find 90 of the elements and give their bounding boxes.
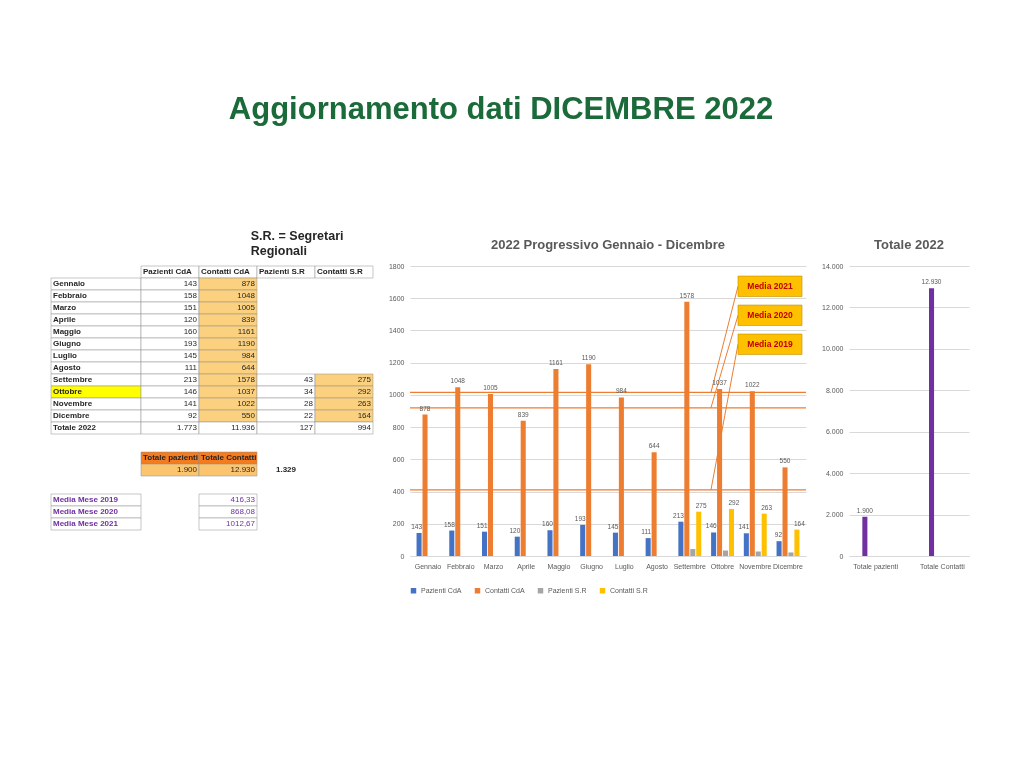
bar <box>678 521 684 556</box>
text: 1012,67 <box>226 519 255 528</box>
bar <box>776 541 782 556</box>
text: 213 <box>183 375 197 384</box>
text: 868,08 <box>230 507 255 516</box>
category-label: Febbraio <box>53 291 87 300</box>
chart-title: 2022 Progressivo Gennaio - Dicembre <box>490 237 726 252</box>
text: 1.773 <box>176 423 197 432</box>
text: 1161 <box>237 327 255 336</box>
category-label: Contatti CdA <box>201 267 251 276</box>
category-label: Aprile <box>53 315 76 324</box>
bar <box>690 549 696 556</box>
category-label: Totale 2022 <box>53 423 96 432</box>
text: 145 <box>183 351 197 360</box>
category-label: Maggio <box>53 327 81 336</box>
text: 158 <box>183 291 197 300</box>
text: S.R. = Segretari Regionali <box>250 229 344 259</box>
category-label: Gennaio <box>53 279 86 288</box>
text: 1005 <box>237 303 255 312</box>
text: 292 <box>357 387 371 396</box>
bar <box>794 529 800 556</box>
text: 160 <box>183 327 197 336</box>
category-label: Novembre <box>53 399 93 408</box>
bar <box>547 530 553 556</box>
category-label: Settembre <box>53 375 93 384</box>
bar <box>788 552 794 556</box>
text: 11.936 <box>231 423 255 432</box>
category-label: Totale Contatti <box>201 453 257 462</box>
text: 92 <box>188 411 197 420</box>
category-label: Media Mese 2019 <box>53 495 118 504</box>
text: 141 <box>183 399 197 408</box>
category-label: Media Mese 2020 <box>53 507 118 516</box>
text: 1.329 <box>275 465 297 474</box>
text: 1190 <box>237 339 255 348</box>
bar <box>761 513 767 556</box>
bar <box>612 532 618 556</box>
bar <box>416 532 422 556</box>
category-label: Dicembre <box>53 411 90 420</box>
text: 263 <box>357 399 371 408</box>
bar <box>645 538 651 556</box>
category-label: Ottobre <box>53 387 82 396</box>
text: Aggiornamento dati DICEMBRE 2022 <box>228 91 774 126</box>
text: 1037 <box>237 387 255 396</box>
ref-line-label: Media 2020 <box>747 310 793 321</box>
text: 164 <box>357 411 371 420</box>
text: 1022 <box>237 399 255 408</box>
chart-title: Totale 2022 <box>874 237 944 252</box>
category-label: Contatti S.R <box>317 267 363 276</box>
text: 550 <box>241 411 255 420</box>
text: 1048 <box>237 291 255 300</box>
text: 193 <box>183 339 197 348</box>
text: 1.900 <box>176 465 197 474</box>
text: 22 <box>304 411 313 420</box>
category-label: Pazienti CdA <box>143 267 193 276</box>
text: 1578 <box>237 375 255 384</box>
text: 416,33 <box>230 495 255 504</box>
bar <box>449 530 455 556</box>
text: 120 <box>183 315 197 324</box>
text: 143 <box>183 279 197 288</box>
text: 34 <box>304 387 313 396</box>
text: 146 <box>183 387 197 396</box>
text: 12.930 <box>230 465 255 474</box>
text: 111 <box>184 363 197 372</box>
text: 28 <box>304 399 313 408</box>
bar <box>580 524 586 556</box>
ref-line-label: Media 2019 <box>747 339 793 350</box>
bar <box>696 511 702 556</box>
bar <box>482 531 488 556</box>
text: 878 <box>241 279 255 288</box>
category-label: Agosto <box>53 363 81 372</box>
bar <box>514 536 520 556</box>
category-label: Pazienti S.R <box>259 267 306 276</box>
bar <box>755 551 761 556</box>
category-label: Marzo <box>53 303 77 312</box>
category-label: Giugno <box>53 339 81 348</box>
text: 151 <box>183 303 197 312</box>
text: 43 <box>304 375 313 384</box>
bar <box>711 532 717 556</box>
text: 984 <box>241 351 255 360</box>
text: 127 <box>299 423 313 432</box>
category-label: Totale pazienti <box>143 453 198 462</box>
text: 275 <box>357 375 371 384</box>
text: 994 <box>357 423 371 432</box>
category-label: Luglio <box>53 351 77 360</box>
text: 839 <box>241 315 255 324</box>
bar <box>728 508 734 556</box>
category-label: Media Mese 2021 <box>53 519 118 528</box>
ref-line-label: Media 2021 <box>747 281 793 292</box>
text: 644 <box>241 363 255 372</box>
bar <box>743 533 749 556</box>
